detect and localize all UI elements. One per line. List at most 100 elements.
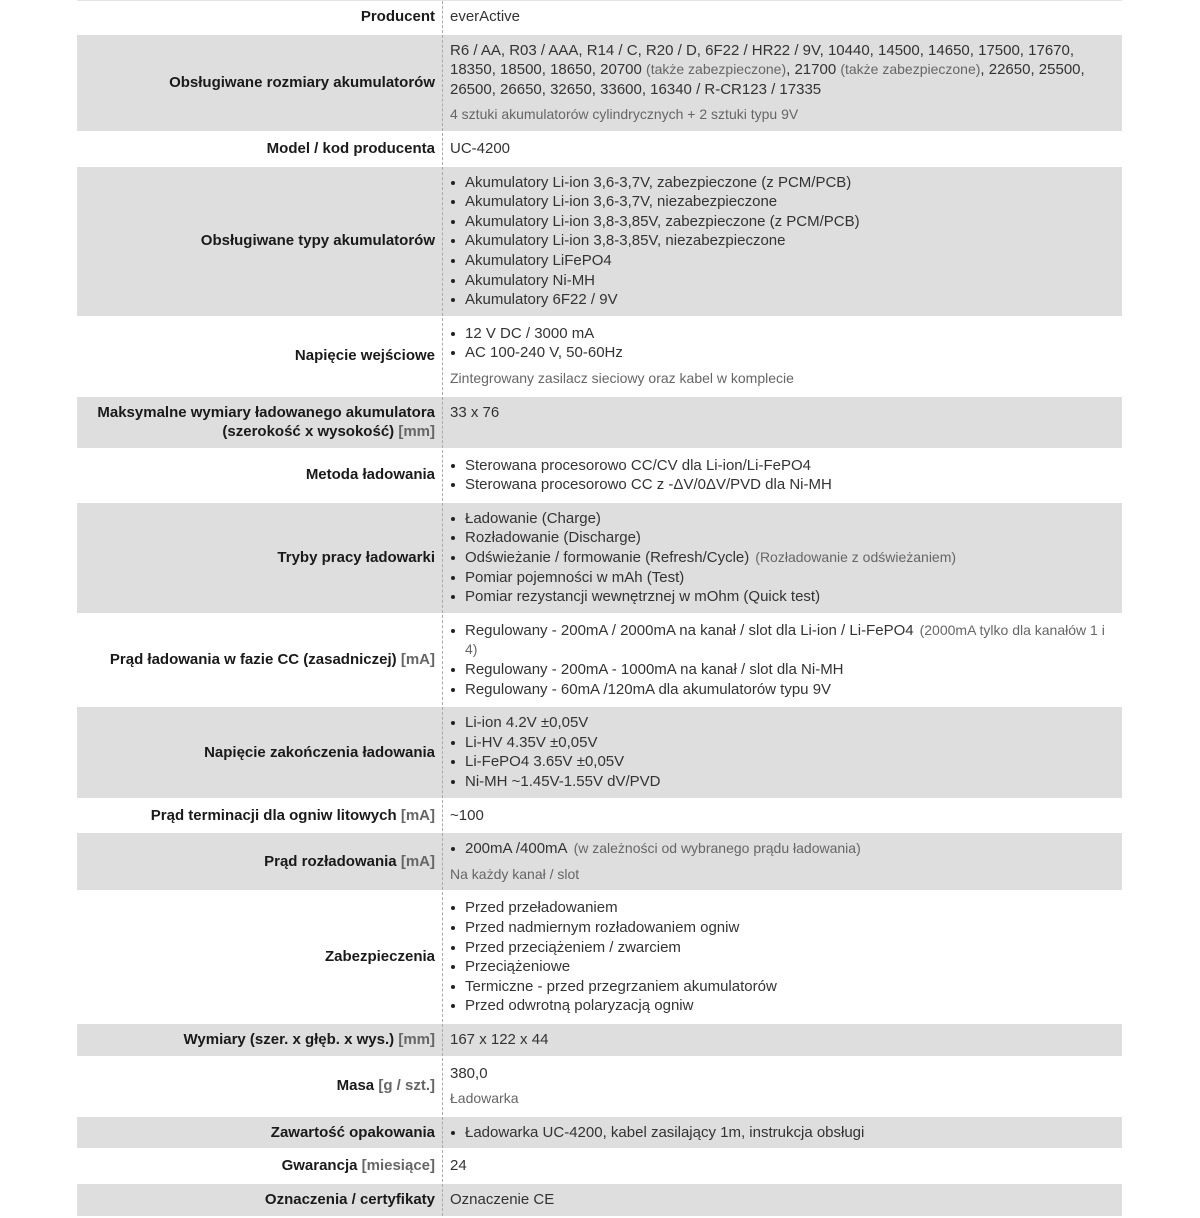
list-item-text: Li-ion 4.2V ±0,05V [465, 714, 589, 732]
specification-table: Producent everActive Obsługiwane rozmiary … [77, 0, 1122, 1218]
spec-unit: [g / szt.] [378, 1077, 435, 1095]
list-item: Ni-MH ~1.45V-1.55V dV/PVD [450, 772, 1114, 792]
list-item-text: Akumulatory Li-ion 3,8-3,85V, zabezpiecz… [465, 212, 860, 230]
spec-row: Napięcie zakończenia ładowania Li-ion 4.2… [77, 707, 1122, 800]
list-item: Akumulatory Li-ion 3,8-3,85V, niezabezpi… [450, 231, 1114, 251]
spec-value: Li-ion 4.2V ±0,05V Li-HV 4.35V ±0,05V Li-F… [443, 707, 1122, 797]
spec-value: everActive [443, 1, 1122, 33]
list-item: Akumulatory Li-ion 3,8-3,85V, zabezpiecz… [450, 212, 1114, 232]
spec-row: Napięcie wejściowe 12 V DC / 3000 mA AC 10… [77, 317, 1122, 397]
list-item: Sterowana procesorowo CC/CV dla Li-ion/L… [450, 456, 1114, 476]
value-segment: 167 x 122 x 44 [450, 1030, 549, 1048]
spec-label: Masa [g / szt.] [77, 1057, 443, 1115]
spec-row: Prąd ładowania w fazie CC (zasadniczej) … [77, 614, 1122, 708]
list-item: Akumulatory Ni-MH [450, 271, 1114, 291]
list-item-text: Sterowana procesorowo CC/CV dla Li-ion/L… [465, 456, 811, 474]
value-text: 380,0 [450, 1064, 1114, 1084]
spec-label-text: Zawartość opakowania [270, 1123, 435, 1141]
value-list: Sterowana procesorowo CC/CV dla Li-ion/L… [450, 456, 1114, 495]
list-item-text: Regulowany - 60mA /120mA dla akumulatoró… [465, 680, 832, 698]
spec-label-text: Gwarancja [281, 1157, 358, 1175]
value-list: Ładowanie (Charge) Rozładowanie (Discharg… [450, 509, 1114, 607]
list-item: Przeciążeniowe [450, 957, 1114, 977]
spec-value: Akumulatory Li-ion 3,6-3,7V, zabezpieczo… [443, 167, 1122, 316]
spec-label-text-wrap: Obsługiwane rozmiary akumulatorów [169, 73, 435, 93]
spec-value: 12 V DC / 3000 mA AC 100-240 V, 50-60Hz Zi… [443, 318, 1122, 395]
list-item: Akumulatory Li-ion 3,6-3,7V, zabezpieczo… [450, 173, 1114, 193]
list-item: Rozładowanie (Discharge) [450, 528, 1114, 548]
spec-label-text: Obsługiwane rozmiary akumulatorów [169, 73, 435, 91]
list-item: Regulowany - 60mA /120mA dla akumulatoró… [450, 680, 1114, 700]
value-subnote: Ładowarka [450, 1090, 519, 1107]
list-item: Li-ion 4.2V ±0,05V [450, 713, 1114, 733]
spec-label: Metoda ładowania [77, 449, 443, 501]
list-item-text: Termiczne - przed przegrzaniem akumulato… [465, 977, 777, 995]
list-item-text: Rozładowanie (Discharge) [465, 529, 641, 547]
list-item-note: (2000mA tylko dla kanałów 1 i 4) [465, 621, 1105, 658]
value-segment: everActive [450, 8, 521, 25]
list-item-text: 200mA /400mA [465, 840, 568, 858]
spec-row: Tryby pracy ładowarki Ładowanie (Charge) R… [77, 502, 1122, 615]
list-item: Przed przeładowaniem [450, 898, 1114, 918]
list-item: Przed nadmiernym rozładowaniem ogniw [450, 918, 1114, 938]
spec-value: Przed przeładowaniem Przed nadmiernym roz… [443, 892, 1122, 1022]
list-item-text: Ni-MH ~1.45V-1.55V dV/PVD [465, 773, 661, 790]
spec-label: Napięcie zakończenia ładowania [77, 707, 443, 798]
list-item-text: Przed nadmiernym rozładowaniem ogniw [465, 918, 740, 936]
spec-row: Wymiary (szer. x głęb. x wys.) [mm] 167 x… [77, 1023, 1122, 1058]
value-text: 24 [450, 1156, 1114, 1176]
value-text: R6 / AA, R03 / AAA, R14 / C, R20 / D, 6F… [450, 41, 1114, 100]
spec-label-text-wrap: Zabezpieczenia [325, 947, 435, 967]
list-item-text: Akumulatory Ni-MH [465, 271, 596, 289]
spec-label: Obsługiwane rozmiary akumulatorów [77, 34, 443, 131]
spec-label: Model / kod producenta [77, 132, 443, 165]
value-note: (także zabezpieczone) [840, 61, 981, 78]
list-item: Regulowany - 200mA / 2000mA na kanał / s… [450, 621, 1114, 660]
list-item-text: AC 100-240 V, 50-60Hz [465, 344, 623, 362]
spec-label-text-wrap: Producent [361, 7, 435, 27]
list-item-note: (w zależności od wybranego prądu ładowan… [573, 840, 861, 857]
list-item: Sterowana procesorowo CC z -ΔV/0ΔV/PVD d… [450, 475, 1114, 495]
list-item-text: Ładowarka UC-4200, kabel zasilający 1m, … [465, 1123, 865, 1141]
list-item-text: Akumulatory Li-ion 3,6-3,7V, zabezpieczo… [465, 173, 852, 191]
value-list: Ładowarka UC-4200, kabel zasilający 1m, … [450, 1123, 1114, 1143]
spec-row: Obsługiwane rozmiary akumulatorów R6 / AA… [77, 34, 1122, 133]
spec-label-text: Maksymalne wymiary ładowanego akumulator… [97, 403, 435, 441]
spec-row: Prąd rozładowania [mA] 200mA /400mA (w zal… [77, 833, 1122, 893]
spec-value: 167 x 122 x 44 [443, 1024, 1122, 1056]
list-item: Akumulatory 6F22 / 9V [450, 290, 1114, 310]
value-text: ~100 [450, 806, 1114, 826]
value-segment: Oznaczenie CE [450, 1190, 555, 1208]
value-segment: UC-4200 [450, 139, 511, 157]
spec-label: Prąd rozładowania [mA] [77, 833, 443, 891]
list-item: Termiczne - przed przegrzaniem akumulato… [450, 977, 1114, 997]
spec-label-text: Oznaczenia / certyfikaty [264, 1190, 435, 1208]
spec-row: Gwarancja [miesiące] 24 [77, 1150, 1122, 1184]
list-item: Pomiar rezystancji wewnętrznej w mOhm (Q… [450, 587, 1114, 607]
spec-label: Obsługiwane typy akumulatorów [77, 166, 443, 316]
spec-value: 380,0 Ładowarka [443, 1058, 1122, 1115]
spec-label-text-wrap: Napięcie wejściowe [295, 346, 435, 366]
list-item-text: Przeciążeniowe [465, 958, 571, 976]
list-item-text: Akumulatory 6F22 / 9V [465, 291, 618, 309]
spec-value: 200mA /400mA (w zależności od wybranego p… [443, 833, 1122, 890]
list-item: Li-FePO4 3.65V ±0,05V [450, 752, 1114, 772]
spec-label-text: Obsługiwane typy akumulatorów [200, 232, 435, 250]
spec-label-text: Model / kod producenta [266, 139, 435, 157]
list-item-text: Odświeżanie / formowanie (Refresh/Cycle) [465, 549, 750, 567]
list-item: Li-HV 4.35V ±0,05V [450, 733, 1114, 753]
spec-label: Wymiary (szer. x głęb. x wys.) [mm] [77, 1023, 443, 1056]
list-item-text: Pomiar pojemności w mAh (Test) [465, 568, 685, 586]
spec-label: Gwarancja [miesiące] [77, 1150, 443, 1182]
spec-label-text-wrap: Maksymalne wymiary ładowanego akumulator… [77, 403, 435, 442]
list-item-text: Regulowany - 200mA / 2000mA na kanał / s… [465, 621, 914, 639]
spec-label-text-wrap: Wymiary (szer. x głęb. x wys.) [mm] [184, 1030, 436, 1050]
value-text: 167 x 122 x 44 [450, 1030, 1114, 1050]
list-item: Ładowarka UC-4200, kabel zasilający 1m, … [450, 1123, 1114, 1143]
spec-label-text: Napięcie zakończenia ładowania [204, 743, 435, 761]
spec-value: Sterowana procesorowo CC/CV dla Li-ion/L… [443, 450, 1122, 501]
spec-unit: [mA] [400, 852, 435, 870]
spec-row: Zawartość opakowania Ładowarka UC-4200, k… [77, 1116, 1122, 1151]
spec-row: Producent everActive [77, 1, 1122, 35]
spec-label-text-wrap: Obsługiwane typy akumulatorów [201, 231, 435, 251]
